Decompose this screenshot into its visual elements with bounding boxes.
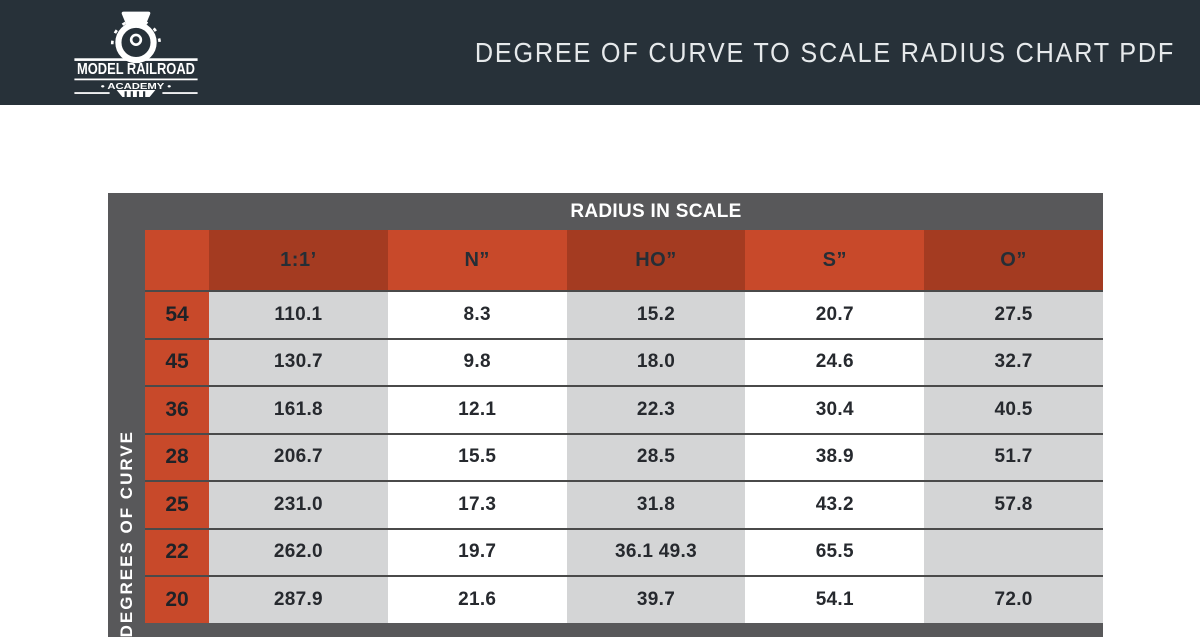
radius-table-grid: 1:1’ N” HO” S” O” 54 110.1 8.3 15.2 20.7 27.5 45 130…: [145, 230, 1103, 623]
column-header: O”: [924, 230, 1103, 290]
value-cell: 28.5: [566, 432, 746, 480]
degree-cell: 36: [145, 385, 209, 433]
value-cell: 21.6: [387, 575, 567, 623]
value-cell: 9.8: [387, 337, 567, 385]
logo-rule-bottom-right: [162, 92, 198, 94]
value-cell: 65.5: [745, 527, 925, 575]
locomotive-smokestack-icon: [121, 11, 151, 25]
value-cell: 36.1 49.3: [566, 527, 746, 575]
value-cell: 72.0: [924, 575, 1103, 623]
locomotive-boiler-icon: [115, 21, 157, 64]
page-title: DEGREE OF CURVE TO SCALE RADIUS CHART PD…: [474, 36, 1176, 68]
value-cell: 15.5: [387, 432, 567, 480]
column-header: N”: [387, 230, 567, 290]
value-cell: 287.9: [209, 575, 388, 623]
locomotive-tick-ring-icon: [110, 19, 162, 45]
value-cell: 130.7: [209, 337, 388, 385]
value-cell: 32.7: [924, 337, 1103, 385]
value-cell: 12.1: [387, 385, 567, 433]
logo-rule-bottom-left: [74, 92, 110, 94]
degree-cell: 20: [145, 575, 209, 623]
value-cell: 31.8: [566, 480, 746, 528]
table-title-band: RADIUS IN SCALE: [209, 193, 1103, 230]
value-cell: 17.3: [387, 480, 567, 528]
value-cell: 262.0: [209, 527, 388, 575]
value-cell: 39.7: [566, 575, 746, 623]
value-cell: 19.7: [387, 527, 567, 575]
degree-cell: 45: [145, 337, 209, 385]
value-cell: 57.8: [924, 480, 1103, 528]
locomotive-cowcatcher-icon: [116, 89, 156, 97]
value-cell: 24.6: [745, 337, 925, 385]
value-cell: 206.7: [209, 432, 388, 480]
value-cell: 20.7: [745, 290, 925, 338]
value-cell: [924, 527, 1103, 575]
value-cell: 38.9: [745, 432, 925, 480]
value-cell: 110.1: [209, 290, 388, 338]
value-cell: 51.7: [924, 432, 1103, 480]
radius-table: RADIUS IN SCALE DEGREES OF CURVE 1:1’ N” H…: [108, 193, 1103, 637]
value-cell: 54.1: [745, 575, 925, 623]
value-cell: 27.5: [924, 290, 1103, 338]
value-cell: 40.5: [924, 385, 1103, 433]
table-title: RADIUS IN SCALE: [570, 200, 742, 222]
column-header: S”: [745, 230, 925, 290]
locomotive-headlight-icon: [129, 33, 143, 46]
degree-cell: 28: [145, 432, 209, 480]
logo-wordmark: MODEL RAILROAD: [77, 61, 195, 78]
degree-cell: 22: [145, 527, 209, 575]
value-cell: 43.2: [745, 480, 925, 528]
value-cell: 231.0: [209, 480, 388, 528]
row-axis-strip: DEGREES OF CURVE: [108, 193, 145, 637]
logo-rule-mid: [74, 78, 198, 81]
degree-cell: 25: [145, 480, 209, 528]
logo-rule-top: [74, 58, 198, 61]
model-railroad-academy-logo[interactable]: MODEL RAILROAD • ACADEMY •: [63, 9, 209, 97]
value-cell: 18.0: [566, 337, 746, 385]
logo-academy-text: • ACADEMY •: [101, 82, 172, 91]
table-corner-cell: [145, 230, 209, 290]
column-header: HO”: [566, 230, 746, 290]
value-cell: 22.3: [566, 385, 746, 433]
value-cell: 161.8: [209, 385, 388, 433]
header-banner: MODEL RAILROAD • ACADEMY • DEGREE OF CUR…: [0, 0, 1200, 105]
degree-cell: 54: [145, 290, 209, 338]
column-header: 1:1’: [209, 230, 388, 290]
value-cell: 15.2: [566, 290, 746, 338]
value-cell: 8.3: [387, 290, 567, 338]
row-axis-label: DEGREES OF CURVE: [116, 429, 136, 637]
value-cell: 30.4: [745, 385, 925, 433]
